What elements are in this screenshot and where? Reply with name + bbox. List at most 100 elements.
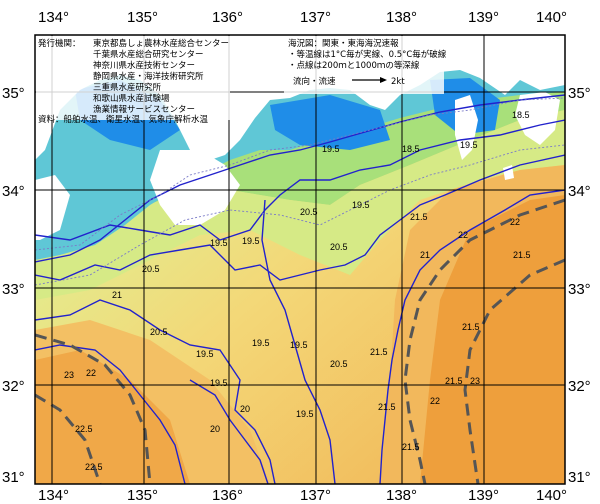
lon-label: 140° — [536, 9, 567, 26]
lon-label: 134° — [38, 9, 69, 26]
isotherm-label: 19.5 — [460, 140, 478, 150]
isotherm-central — [261, 199, 336, 484]
isotherm-label: 22 — [430, 396, 440, 406]
isotherm-label: 21.5 — [513, 250, 531, 260]
isotherm-value-labels: 18.5 18.5 19.5 19.5 20.5 20.5 19.5 19.5 … — [64, 110, 531, 472]
isotherm-label: 20.5 — [330, 359, 348, 369]
publisher-name: 静岡県水産・海洋技術研究所 — [93, 71, 204, 82]
isotherm-label: 21 — [112, 290, 122, 300]
isotherm-20 — [35, 154, 565, 281]
isotherm-label: 18.5 — [402, 144, 420, 154]
lon-label: 138° — [386, 9, 417, 26]
isotherm-label: 19.5 — [252, 338, 270, 348]
lon-label: 137° — [300, 9, 331, 26]
lat-label: 33° — [2, 281, 25, 298]
isotherm-label: 20.5 — [330, 242, 348, 252]
isotherm-south — [189, 379, 269, 484]
publisher-name: 三重県水産研究所 — [93, 82, 162, 93]
isotherm-label: 18.5 — [512, 110, 530, 120]
kuroshio-axis-east — [403, 198, 565, 484]
izu-peninsula — [455, 95, 478, 160]
isotherm-label: 20.5 — [142, 264, 160, 274]
lat-label: 35° — [568, 85, 591, 102]
isotherm-label: 19.5 — [210, 238, 228, 248]
kuroshio-axis-west — [35, 333, 152, 484]
isotherm-label: 21.5 — [445, 376, 463, 386]
kii-peninsula — [150, 150, 240, 225]
boso-peninsula — [515, 92, 560, 145]
publisher-name: 東京都島しょ農林水産総合センター — [93, 38, 229, 49]
isotherm-label: 19.5 — [210, 378, 228, 388]
publishers-heading: 発行機関： — [38, 38, 81, 49]
isotherm-label: 19.5 — [290, 340, 308, 350]
isotherm-label: 21 — [420, 250, 430, 260]
lon-label: 139° — [468, 9, 499, 26]
current-arrowhead-icon — [380, 77, 387, 83]
isotherm-22 — [35, 344, 186, 484]
isotherm-label: 19.5 — [242, 236, 260, 246]
current-speed: 2kt — [391, 77, 405, 87]
lat-label: 31° — [2, 469, 25, 486]
lon-label: 136° — [212, 487, 243, 504]
isotherm-label: 19.5 — [322, 144, 340, 154]
publisher-name: 漁業情報サービスセンター — [93, 104, 195, 115]
isotherm-label: 21.5 — [378, 402, 396, 412]
isotherm-label: 19.5 — [196, 349, 214, 359]
isotherm-label: 22 — [458, 230, 468, 240]
publishers-box-bg — [36, 36, 230, 120]
isotherm-label: 22 — [510, 217, 520, 227]
legend-isotherm: ・等温線は1°C毎が実線、0.5°C毎が破線 — [288, 49, 447, 60]
lon-labels-top: 134° 135° 136° 137° 138° 139° 140° — [38, 9, 567, 26]
isotherm-label: 21.5 — [462, 322, 480, 332]
lon-label: 135° — [127, 9, 158, 26]
isotherm-label: 22 — [86, 368, 96, 378]
lon-label: 138° — [386, 487, 417, 504]
lon-label: 139° — [468, 487, 499, 504]
isotherm-label: 20 — [240, 404, 250, 414]
hot-water-zone — [420, 195, 565, 484]
isotherm-label: 19.5 — [296, 409, 314, 419]
lon-labels-bottom: 134° 135° 136° 137° 138° 139° 140° — [38, 487, 567, 504]
legend-box-bg — [284, 36, 444, 94]
lat-label: 32° — [568, 378, 591, 395]
isotherm-label: 19.5 — [352, 200, 370, 210]
lat-label: 32° — [2, 378, 25, 395]
isotherm-label: 21.5 — [402, 442, 420, 452]
isotherm-label: 21.5 — [370, 347, 388, 357]
map-frame — [34, 34, 566, 485]
kuroshio-axis-west-inner — [35, 393, 102, 484]
isotherm-label: 21.5 — [410, 212, 428, 222]
lon-label: 140° — [536, 487, 567, 504]
lat-label: 35° — [2, 85, 25, 102]
lat-label: 31° — [568, 469, 591, 486]
depth-1000m — [35, 144, 565, 286]
lat-labels-left: 35° 34° 33° 32° 31° — [2, 85, 25, 486]
publishers-box: 発行機関： 東京都島しょ農林水産総合センター 千葉県水産総合研究センター 神奈川… — [36, 36, 230, 125]
isotherm-label: 23 — [64, 370, 74, 380]
isotherm-label: 22.5 — [85, 462, 103, 472]
isotherm-label: 20 — [210, 424, 220, 434]
lat-label: 34° — [568, 183, 591, 200]
isotherm-label: 23 — [470, 376, 480, 386]
lon-label: 137° — [300, 487, 331, 504]
isotherm-19 — [35, 119, 565, 241]
lat-labels-right: 35° 34° 33° 32° 31° — [568, 85, 591, 486]
kuroshio-axis — [35, 198, 565, 484]
data-source: 資料：船舶水温、衛星水温、気象庁解析水温 — [38, 114, 209, 125]
publisher-name: 神奈川県水産技術センター — [93, 60, 195, 71]
isotherm-coastal — [35, 94, 565, 263]
lat-label: 33° — [568, 281, 591, 298]
isotherm-21 — [35, 299, 276, 484]
depth-contours — [35, 97, 565, 286]
current-legend-label: 流向・流速 — [293, 76, 336, 87]
southwest-hot-zone — [35, 350, 190, 484]
isotherm-label: 22.5 — [75, 424, 93, 434]
isotherm-label: 20.5 — [300, 207, 318, 217]
legend-box: 海況図：関東・東海海況速報 ・等温線は1°C毎が実線、0.5°C毎が破線 ・点線… — [284, 36, 447, 94]
isotherm-21-east — [379, 189, 565, 484]
lon-label: 136° — [212, 9, 243, 26]
lon-label: 134° — [38, 487, 69, 504]
lat-label: 34° — [2, 183, 25, 200]
